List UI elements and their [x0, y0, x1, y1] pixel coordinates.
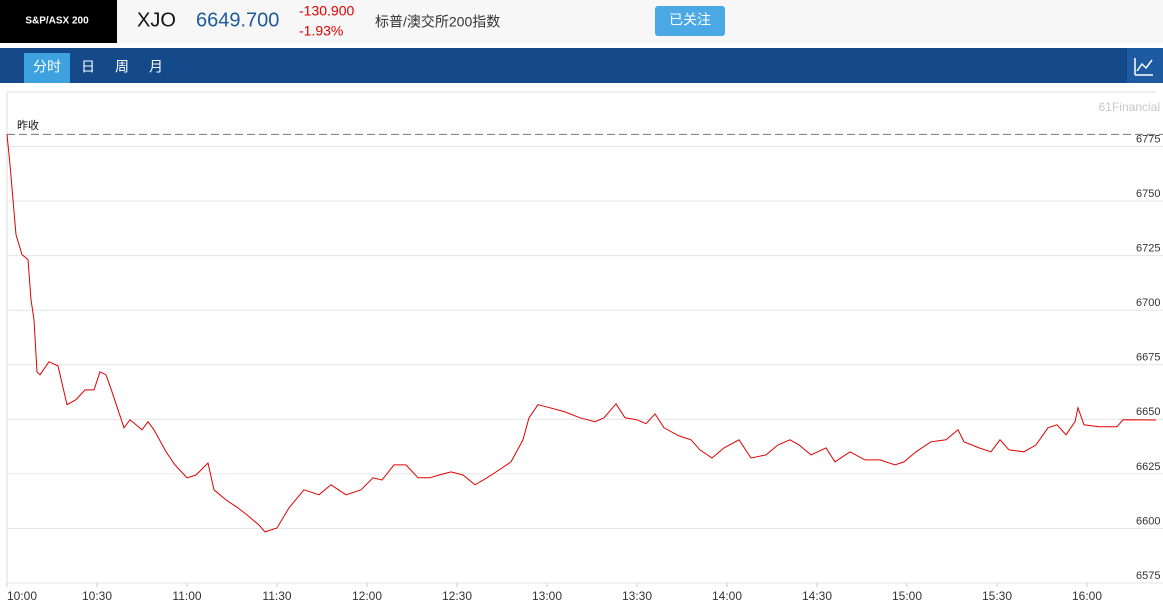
price: 6649.700 [196, 9, 279, 31]
follow-button[interactable] [655, 6, 725, 36]
tab[interactable]: 周 [115, 59, 129, 75]
prev-close-label: 昨收 [17, 118, 39, 132]
x-tick-label: 14:00 [712, 589, 742, 603]
x-tick-label: 16:00 [1072, 589, 1102, 603]
price-line [6, 134, 1157, 533]
index-badge [0, 0, 117, 43]
x-tick-label: 13:00 [532, 589, 562, 603]
x-tick-label: 11:30 [262, 589, 291, 603]
x-tick-label: 15:00 [892, 589, 922, 603]
x-tick-label: 10:30 [82, 589, 112, 603]
y-tick-label: 6700 [1136, 297, 1160, 309]
index-name: S&P/ASX 200 [25, 16, 89, 27]
chart-type-button[interactable] [1127, 48, 1163, 83]
x-tick-label: 15:30 [982, 589, 1012, 603]
header-bar [0, 0, 1163, 43]
x-tick-label: 12:30 [442, 589, 472, 603]
change-pct: -1.93% [299, 23, 343, 39]
y-tick-label: 6650 [1136, 406, 1160, 418]
y-tick-label: 6775 [1136, 133, 1160, 145]
x-tick-label: 12:00 [352, 589, 382, 603]
symbol: XJO [137, 9, 176, 31]
y-tick-label: 6725 [1136, 243, 1160, 255]
chart-icon[interactable] [1134, 58, 1153, 76]
tab[interactable]: 月 [149, 59, 163, 75]
description: 标普/澳交所200指数 [375, 14, 500, 30]
y-tick-label: 6625 [1136, 461, 1160, 473]
tab[interactable]: 日 [81, 59, 95, 75]
follow-button-label[interactable]: 已关注 [669, 12, 711, 28]
tab[interactable]: 分时 [33, 59, 61, 75]
active-tab[interactable] [24, 53, 70, 83]
x-tick-label: 10:00 [7, 589, 37, 603]
x-tick-label: 14:30 [802, 589, 832, 603]
y-tick-label: 6600 [1136, 515, 1160, 527]
tab-bar [0, 48, 1163, 83]
y-tick-label: 6675 [1136, 352, 1160, 364]
y-tick-label: 6575 [1136, 570, 1160, 582]
y-tick-label: 6750 [1136, 188, 1160, 200]
watermark: 61Financial [1099, 100, 1160, 114]
change: -130.900 [299, 3, 354, 19]
x-tick-label: 13:30 [622, 589, 652, 603]
x-tick-label: 11:00 [172, 589, 201, 603]
